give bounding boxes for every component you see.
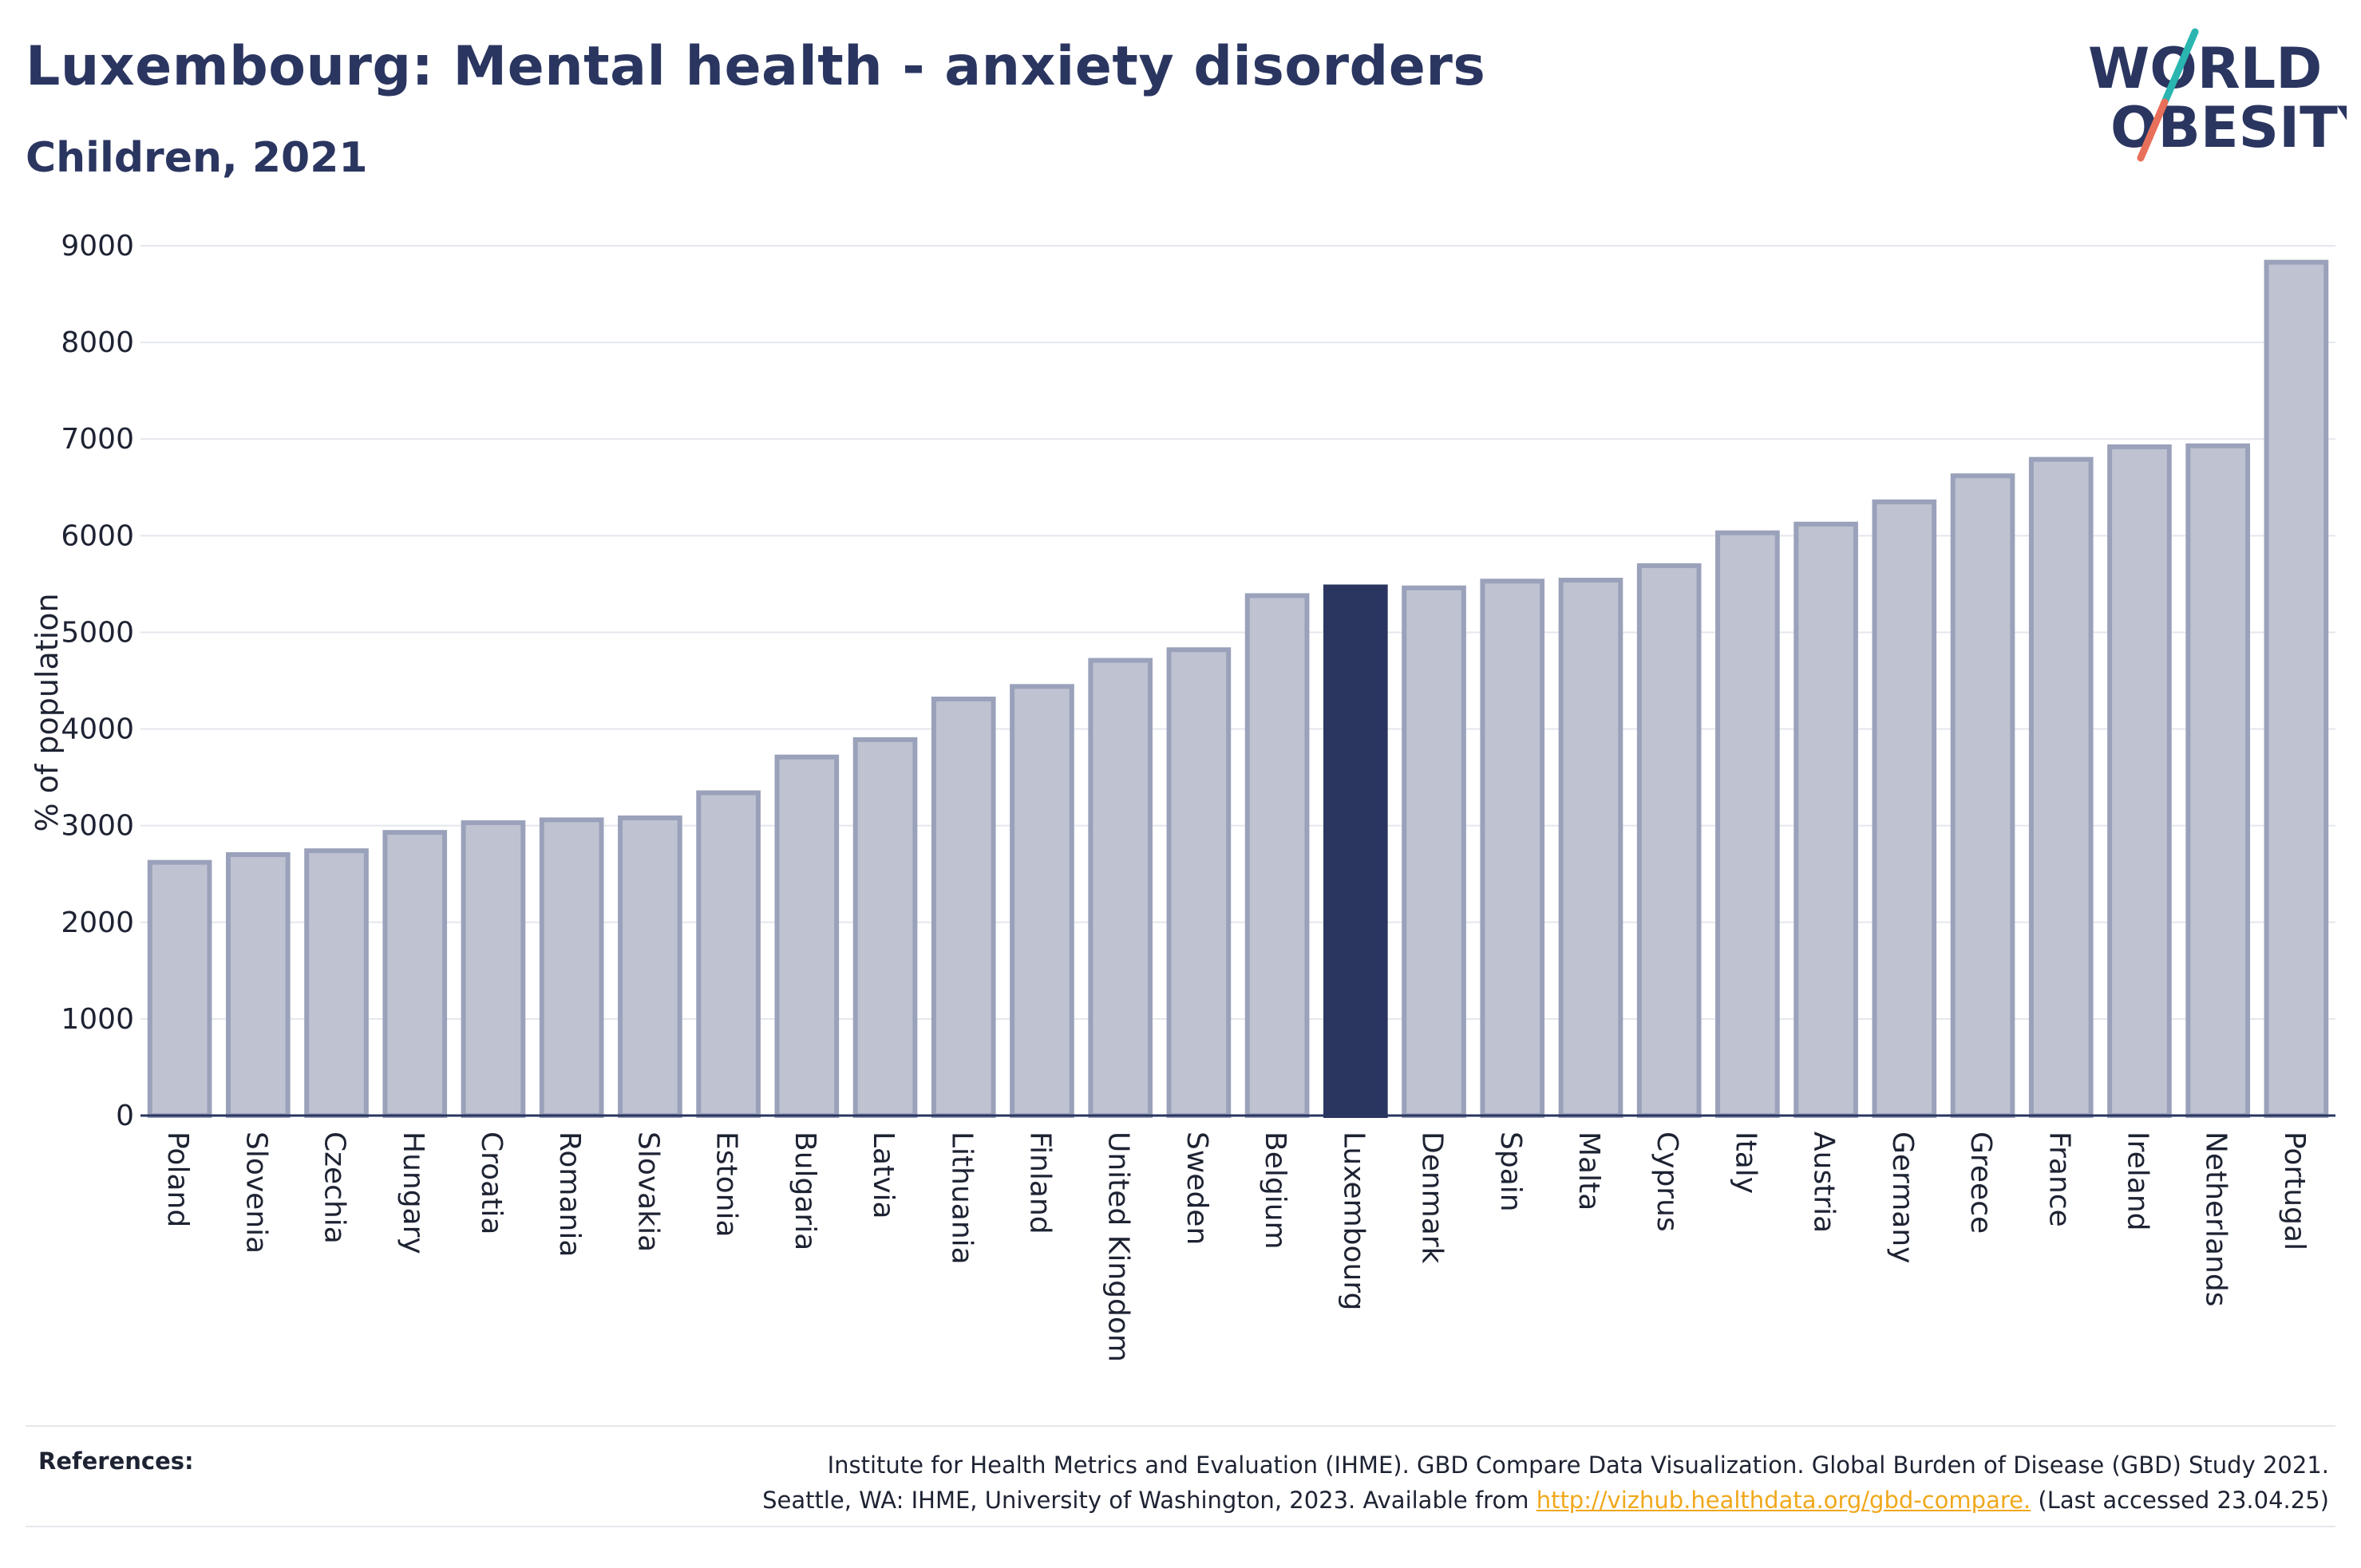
bar-chart: 0 1000 2000 3000 4000 5000 6000 7000 8000 9000 Po… xyxy=(30,230,2335,1362)
bar-ireland xyxy=(2107,444,2172,1118)
x-tick-label: Italy xyxy=(1729,1132,1762,1194)
y-tick-label: 5000 xyxy=(61,616,134,649)
bar-cyprus xyxy=(1636,563,1702,1118)
y-axis-ticks: 0 1000 2000 3000 4000 5000 6000 7000 8000 9000 xyxy=(61,230,134,1132)
bar-estonia xyxy=(696,790,761,1118)
x-tick-label: Austria xyxy=(1808,1132,1841,1233)
bar-denmark xyxy=(1402,585,1466,1118)
x-tick-label: Germany xyxy=(1886,1132,1919,1263)
chart-title: Luxembourg: Mental health - anxiety diso… xyxy=(26,35,1486,98)
y-tick-label: 7000 xyxy=(61,423,134,456)
bar-hungary xyxy=(382,830,448,1118)
y-tick-label: 2000 xyxy=(61,906,134,939)
x-tick-label: Cyprus xyxy=(1651,1132,1683,1232)
x-tick-label: Croatia xyxy=(475,1132,508,1234)
x-tick-label: Luxembourg xyxy=(1337,1132,1370,1310)
x-tick-label: Sweden xyxy=(1180,1132,1213,1245)
x-tick-label: Malta xyxy=(1572,1132,1605,1211)
x-tick-label: Ireland xyxy=(2121,1132,2153,1231)
bar-malta xyxy=(1558,578,1623,1118)
references-line-1: Institute for Health Metrics and Evaluat… xyxy=(827,1451,2329,1479)
bar-greece xyxy=(1950,473,2015,1118)
references-line-2: Seattle, WA: IHME, University of Washing… xyxy=(762,1483,2329,1518)
references-label: References: xyxy=(38,1448,194,1475)
bar-portugal xyxy=(2264,259,2329,1119)
references-line-2-suffix: (Last accessed 23.04.25) xyxy=(2031,1487,2329,1514)
y-tick-label: 0 xyxy=(116,1100,134,1132)
bar-belgium xyxy=(1244,593,1310,1118)
y-axis-label: % of population xyxy=(30,593,65,831)
x-tick-label: Finland xyxy=(1023,1132,1056,1234)
y-tick-label: 6000 xyxy=(61,519,134,552)
bar-poland xyxy=(147,859,212,1118)
x-tick-label: Denmark xyxy=(1416,1132,1449,1264)
bar-netherlands xyxy=(2185,443,2251,1118)
bar-lithuania xyxy=(931,697,996,1118)
references-line-2-prefix: Seattle, WA: IHME, University of Washing… xyxy=(762,1487,1536,1514)
x-tick-label: Latvia xyxy=(867,1132,900,1219)
bar-romania xyxy=(539,817,604,1119)
bar-united-kingdom xyxy=(1088,658,1153,1118)
references-text: Institute for Health Metrics and Evaluat… xyxy=(762,1448,2329,1518)
x-tick-label: France xyxy=(2043,1132,2075,1227)
logo-line-obesity: OBESITY xyxy=(2110,95,2347,160)
bar-germany xyxy=(1872,499,1937,1118)
bar-france xyxy=(2028,456,2094,1118)
bar-finland xyxy=(1010,684,1074,1118)
bar-croatia xyxy=(461,820,526,1118)
bar-austria xyxy=(1793,521,1858,1118)
references-link[interactable]: http://vizhub.healthdata.org/gbd-compare… xyxy=(1536,1487,2031,1514)
y-tick-label: 8000 xyxy=(61,326,134,359)
bar-bulgaria xyxy=(774,754,840,1119)
y-tick-label: 1000 xyxy=(61,1003,134,1036)
x-tick-label: Bulgaria xyxy=(789,1132,821,1250)
x-axis-ticks: Poland Slovenia Czechia Hungary Croatia Roman… xyxy=(161,1132,2311,1362)
x-tick-label: Slovakia xyxy=(631,1132,664,1252)
logo-line-world: WORLD xyxy=(2088,36,2322,101)
x-tick-label: Poland xyxy=(161,1132,194,1227)
x-tick-label: United Kingdom xyxy=(1102,1132,1135,1362)
x-tick-label: Lithuania xyxy=(945,1132,978,1265)
x-tick-label: Belgium xyxy=(1259,1132,1291,1250)
logo-slash-teal xyxy=(2161,28,2199,106)
bar-sweden xyxy=(1166,647,1232,1118)
x-tick-label: Hungary xyxy=(397,1132,429,1254)
x-tick-label: Greece xyxy=(1964,1132,1997,1234)
x-tick-label: Romania xyxy=(553,1132,586,1257)
bar-latvia xyxy=(852,737,918,1119)
x-tick-label: Portugal xyxy=(2278,1132,2311,1250)
x-tick-label: Netherlands xyxy=(2200,1132,2232,1306)
logo-slash-coral xyxy=(2137,98,2169,162)
x-tick-label: Estonia xyxy=(710,1132,743,1238)
x-tick-label: Slovenia xyxy=(239,1132,272,1254)
x-tick-label: Czechia xyxy=(318,1132,351,1244)
bar-czechia xyxy=(304,848,369,1118)
bars xyxy=(147,259,2329,1119)
x-tick-label: Spain xyxy=(1494,1132,1527,1212)
references-section: References: Institute for Health Metrics… xyxy=(26,1425,2335,1527)
bar-italy xyxy=(1715,530,1780,1118)
y-tick-label: 9000 xyxy=(61,230,134,263)
bar-luxembourg xyxy=(1323,584,1388,1118)
bar-slovenia xyxy=(226,852,291,1118)
world-obesity-logo: WORLD OBESITY xyxy=(2088,28,2347,162)
y-tick-label: 4000 xyxy=(61,713,134,746)
y-tick-label: 3000 xyxy=(61,810,134,843)
bar-spain xyxy=(1480,579,1545,1118)
chart-subtitle: Children, 2021 xyxy=(26,134,368,182)
bar-slovakia xyxy=(618,815,682,1118)
